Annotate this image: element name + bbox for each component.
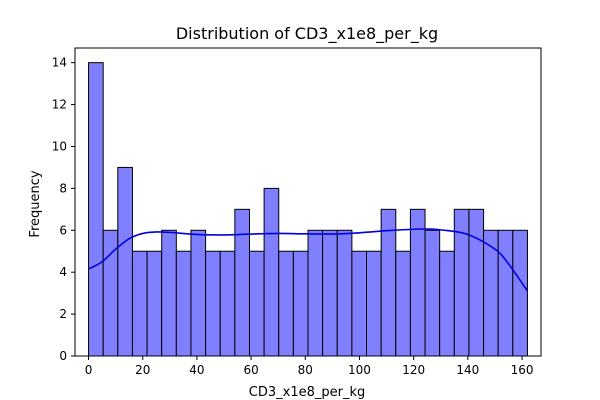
x-tick-label: 120 [402,363,425,377]
x-tick-label: 40 [189,363,204,377]
histogram-bar [395,250,411,357]
histogram-bar [468,208,485,357]
histogram-bar [161,229,177,357]
histogram-bar [512,229,528,357]
histogram-bar [205,250,221,357]
histogram-bar [234,208,250,357]
histogram-bar [424,229,441,357]
histogram-bar [439,250,455,357]
histogram-bar [190,229,207,357]
histogram-bar [322,229,338,357]
y-axis-label: Frequency [28,170,43,237]
histogram-bar [351,250,368,357]
histogram-bar [219,250,236,357]
histogram-bar [307,229,324,357]
x-tick-label: 0 [85,363,93,377]
x-tick-label: 140 [456,363,479,377]
histogram-bar [175,250,192,357]
x-tick-label: 160 [511,363,534,377]
histogram-bar [117,166,133,357]
y-tick-label: 12 [52,98,67,112]
y-tick-label: 8 [59,181,67,195]
y-tick-label: 14 [52,56,67,70]
histogram-bar [278,250,294,357]
histogram-bar [263,187,280,357]
kde-curve [88,228,529,292]
bars-group [88,62,528,357]
histogram-bar [497,229,514,357]
y-tick-label: 10 [52,139,67,153]
y-axis-ticks: 0 2 4 6 8 10 12 14 [52,56,75,363]
histogram-bar [292,250,309,357]
histogram-bar [146,250,163,357]
y-tick-label: 4 [59,265,67,279]
chart-title: Distribution of CD3_x1e8_per_kg [176,24,438,44]
x-tick-label: 100 [348,363,371,377]
x-tick-label: 80 [298,363,313,377]
histogram-bar [336,229,353,357]
y-tick-label: 2 [59,307,67,321]
histogram-bar [131,250,148,357]
x-tick-label: 20 [135,363,150,377]
plot-frame [74,47,542,357]
y-tick-label: 0 [59,349,67,363]
x-tick-label: 60 [243,363,258,377]
histogram-bar [409,208,426,357]
histogram-bar [366,250,382,357]
x-axis-ticks: 0 20 40 60 80 100 120 140 160 [85,356,534,377]
histogram-bar [88,62,104,357]
y-tick-label: 6 [59,223,67,237]
histogram-bar [248,250,265,357]
x-axis-label: CD3_x1e8_per_kg [249,385,365,400]
